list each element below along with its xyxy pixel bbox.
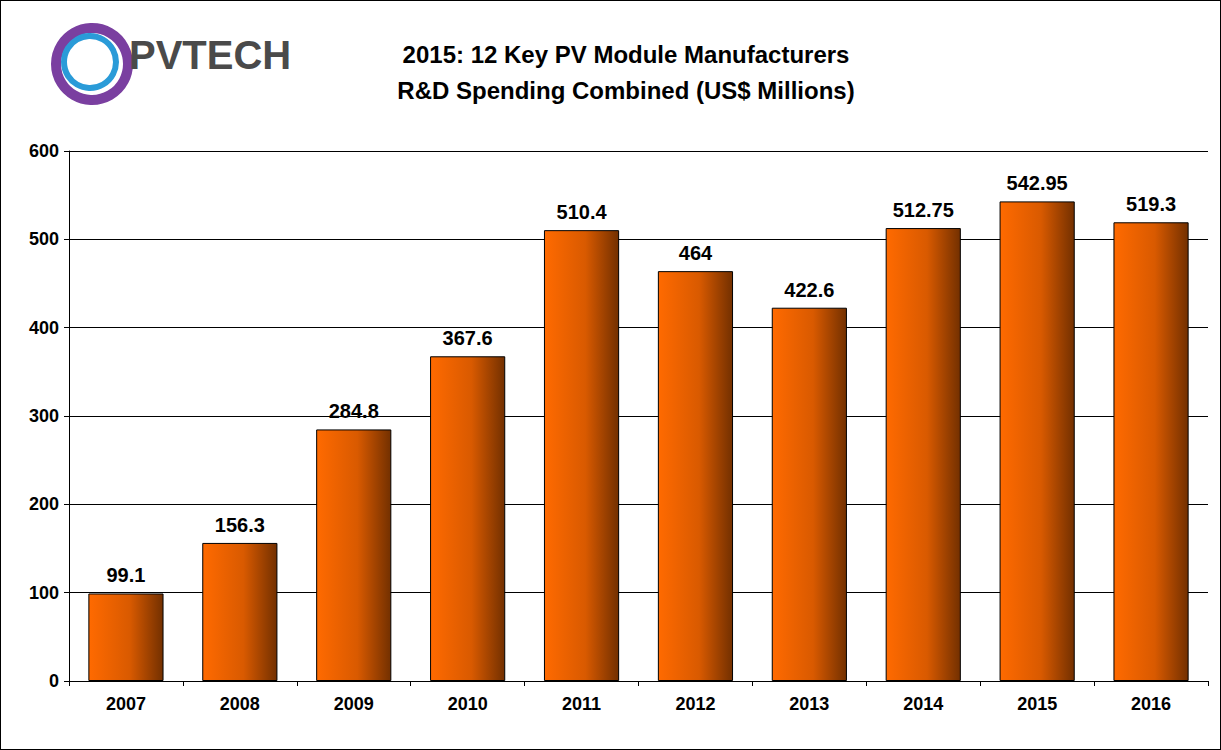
svg-text:2014: 2014 xyxy=(903,694,943,714)
svg-text:2009: 2009 xyxy=(334,694,374,714)
svg-text:156.3: 156.3 xyxy=(215,514,265,536)
svg-text:2010: 2010 xyxy=(448,694,488,714)
svg-text:519.3: 519.3 xyxy=(1126,193,1176,215)
svg-text:R&D Spending Combined (US$ Mil: R&D Spending Combined (US$ Millions) xyxy=(397,77,854,104)
svg-text:500: 500 xyxy=(29,229,59,249)
svg-text:300: 300 xyxy=(29,406,59,426)
svg-text:2015: 2015 xyxy=(1017,694,1057,714)
svg-text:284.8: 284.8 xyxy=(329,400,379,422)
svg-text:2007: 2007 xyxy=(106,694,146,714)
svg-text:99.1: 99.1 xyxy=(106,564,145,586)
svg-text:367.6: 367.6 xyxy=(443,327,493,349)
svg-text:400: 400 xyxy=(29,318,59,338)
svg-text:PVTECH: PVTECH xyxy=(129,33,291,77)
svg-text:542.95: 542.95 xyxy=(1007,172,1068,194)
svg-text:512.75: 512.75 xyxy=(893,199,954,221)
svg-text:464: 464 xyxy=(679,242,713,264)
svg-text:100: 100 xyxy=(29,583,59,603)
svg-text:2008: 2008 xyxy=(220,694,260,714)
svg-text:2011: 2011 xyxy=(562,694,601,714)
svg-text:2013: 2013 xyxy=(789,694,829,714)
svg-text:0: 0 xyxy=(49,671,59,691)
svg-text:2012: 2012 xyxy=(675,694,715,714)
svg-text:422.6: 422.6 xyxy=(784,279,834,301)
svg-text:2016: 2016 xyxy=(1131,694,1171,714)
svg-text:600: 600 xyxy=(29,141,59,161)
svg-text:200: 200 xyxy=(29,494,59,514)
svg-text:2015: 12 Key PV Module Manufac: 2015: 12 Key PV Module Manufacturers xyxy=(403,41,850,68)
svg-text:510.4: 510.4 xyxy=(557,201,608,223)
